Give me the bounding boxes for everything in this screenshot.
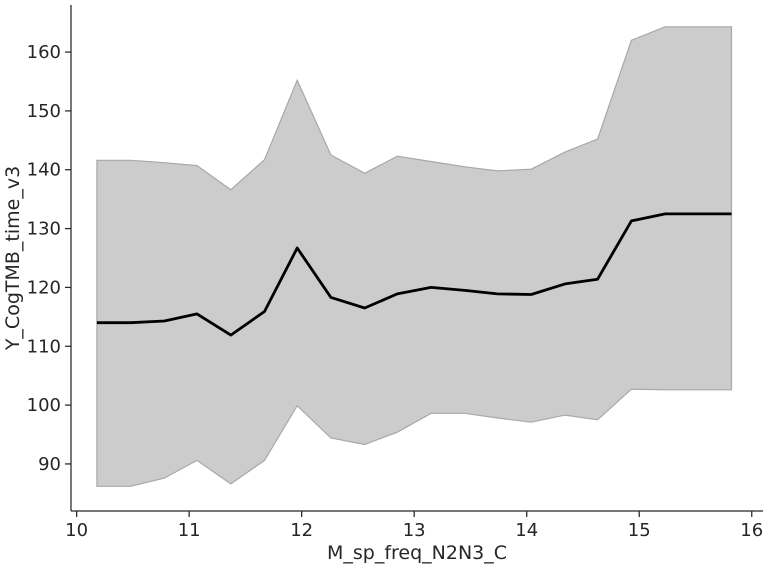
y-tick-label: 100 <box>27 395 61 416</box>
y-tick-label: 150 <box>27 101 61 122</box>
x-tick-label: 15 <box>628 520 651 541</box>
x-tick-label: 14 <box>515 520 538 541</box>
y-ticks: 90 100 110 120 130 140 150 160 <box>27 42 71 475</box>
x-axis-label: M_sp_freq_N2N3_C <box>327 542 507 564</box>
mean-line-layer <box>96 212 732 337</box>
y-tick-label: 160 <box>27 42 61 63</box>
y-tick-label: 140 <box>27 160 61 181</box>
x-tick-label: 11 <box>178 520 201 541</box>
y-tick-label: 110 <box>27 336 61 357</box>
x-tick-label: 13 <box>403 520 426 541</box>
y-tick-label: 130 <box>27 219 61 240</box>
x-tick-label: 10 <box>65 520 88 541</box>
series-line <box>96 212 732 337</box>
confidence-band-layer <box>96 26 733 487</box>
x-tick-label: 16 <box>740 520 763 541</box>
axes <box>70 5 763 512</box>
y-tick-label: 120 <box>27 277 61 298</box>
x-tick-label: 12 <box>290 520 313 541</box>
y-axis-label: Y_CogTMB_time_v3 <box>2 166 24 351</box>
confidence-band <box>96 26 733 487</box>
y-tick-label: 90 <box>38 454 61 475</box>
x-ticks: 10 11 12 13 14 15 16 <box>65 511 763 541</box>
